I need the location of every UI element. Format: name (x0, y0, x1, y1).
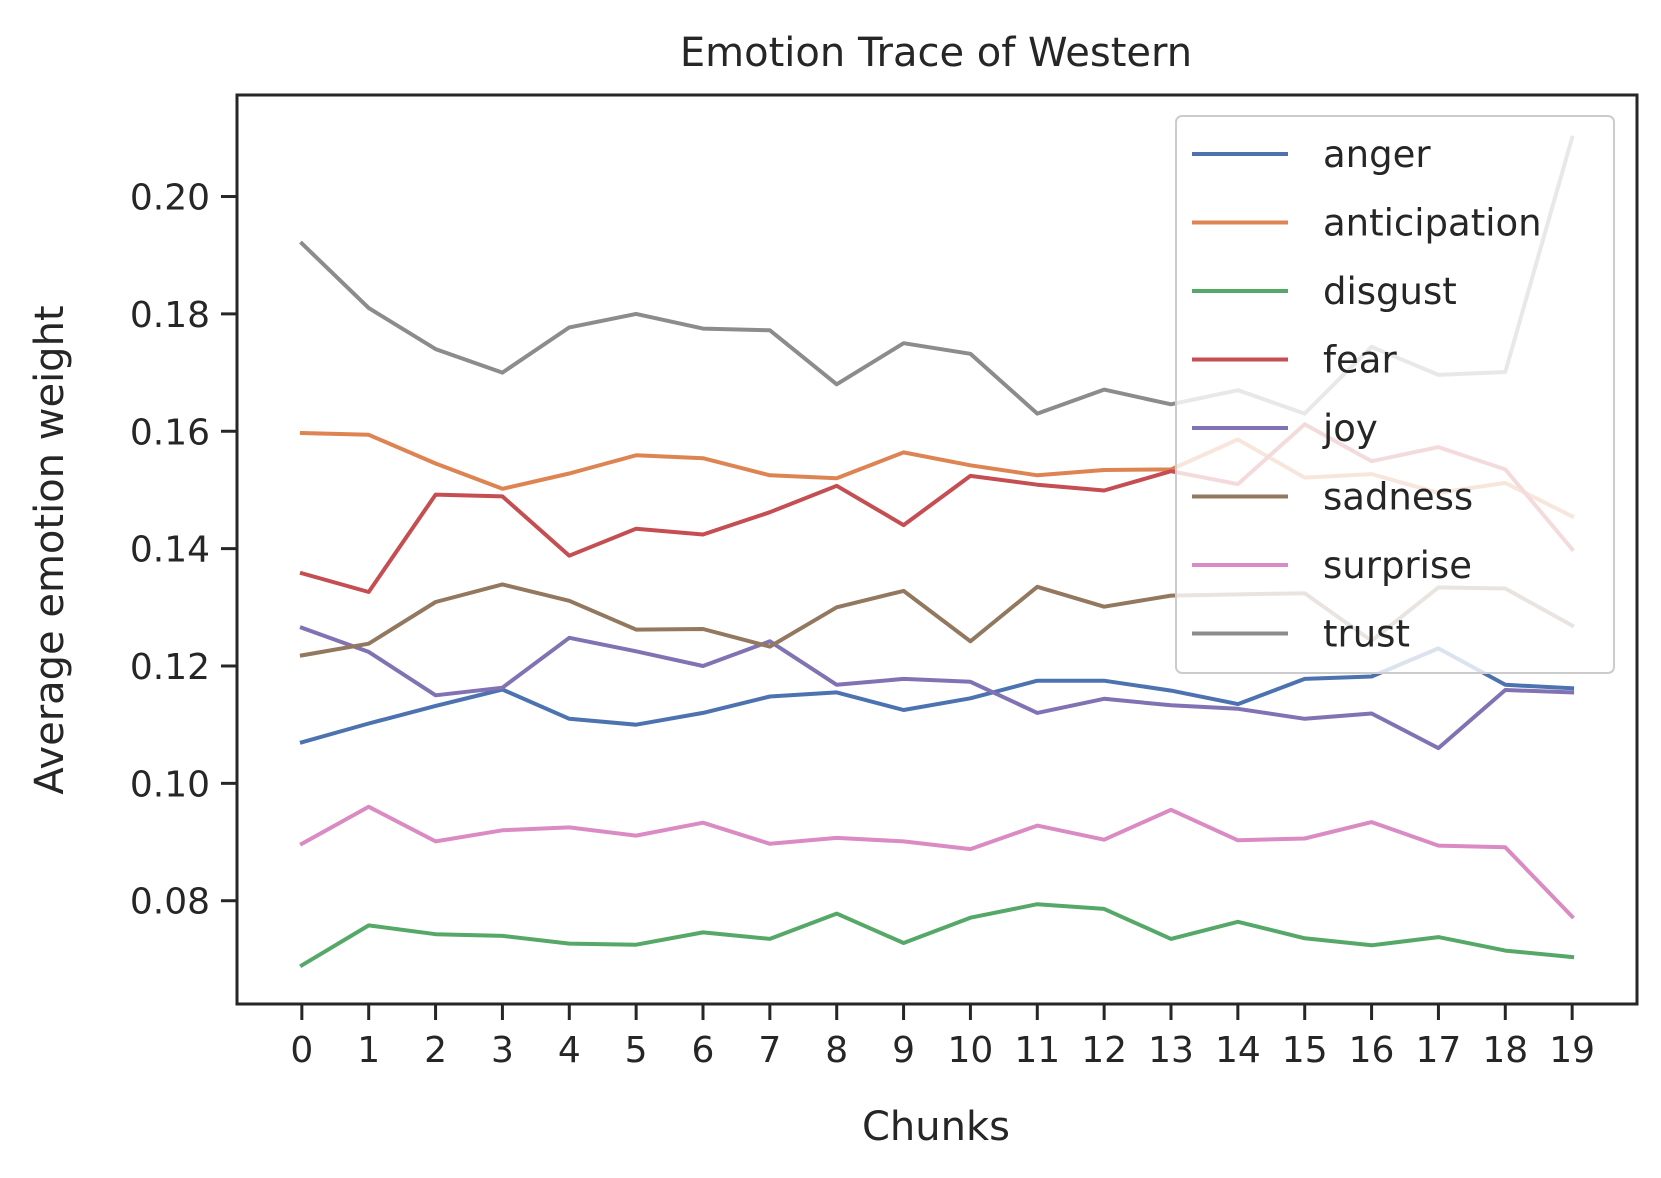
x-tick-label: 18 (1482, 1030, 1528, 1071)
legend: anger anticipation disgust fear joy sadness su… (1175, 115, 1615, 674)
y-tick-label: 0.08 (130, 882, 210, 923)
legend-box (1175, 115, 1615, 674)
x-tick-label: 19 (1549, 1030, 1595, 1071)
x-tick-label: 10 (948, 1030, 994, 1071)
x-tick-label: 11 (1014, 1030, 1060, 1071)
series-line-surprise (299, 804, 1575, 920)
x-tick-label: 7 (758, 1030, 781, 1071)
series-lines (299, 135, 1575, 969)
y-tick-label: 0.16 (130, 412, 210, 453)
y-tick-label: 0.10 (130, 764, 210, 805)
x-axis: 0 1 2 3 4 5 6 7 8 9 10 11 12 13 14 15 16 17 18 19 (290, 1004, 1595, 1071)
x-tick-label: 4 (558, 1030, 581, 1071)
legend-label-disgust: disgust (1323, 270, 1457, 313)
x-tick-label: 1 (357, 1030, 380, 1071)
legend-label-trust: trust (1323, 613, 1410, 656)
x-tick-label: 2 (424, 1030, 447, 1071)
legend-label-fear: fear (1323, 339, 1397, 382)
legend-label-sadness: sadness (1323, 476, 1473, 519)
x-tick-label: 8 (825, 1030, 848, 1071)
series-line-disgust (299, 902, 1575, 969)
y-tick-label: 0.18 (130, 295, 210, 336)
y-tick-label: 0.20 (130, 178, 210, 219)
x-tick-label: 17 (1416, 1030, 1462, 1071)
x-tick-label: 6 (692, 1030, 715, 1071)
legend-label-anger: anger (1323, 133, 1431, 176)
x-axis-title: Chunks (862, 1104, 1010, 1150)
x-tick-label: 12 (1081, 1030, 1127, 1071)
x-tick-label: 5 (625, 1030, 648, 1071)
x-tick-label: 3 (491, 1030, 514, 1071)
y-axis-title: Average emotion weight (27, 305, 73, 794)
x-tick-label: 16 (1349, 1030, 1395, 1071)
series-line-joy (299, 625, 1575, 751)
series-line-anger (299, 646, 1575, 745)
y-tick-label: 0.14 (130, 530, 210, 571)
x-tick-label: 9 (892, 1030, 915, 1071)
legend-label-anticipation: anticipation (1323, 202, 1542, 245)
legend-label-surprise: surprise (1323, 544, 1472, 587)
x-tick-label: 15 (1282, 1030, 1328, 1071)
chart-title: Emotion Trace of Western (680, 30, 1192, 76)
y-tick-label: 0.12 (130, 647, 210, 688)
x-tick-label: 0 (290, 1030, 313, 1071)
x-tick-label: 13 (1148, 1030, 1194, 1071)
y-axis: 0.08 0.10 0.12 0.14 0.16 0.18 0.20 (130, 178, 237, 923)
x-tick-label: 14 (1215, 1030, 1261, 1071)
legend-label-joy: joy (1322, 407, 1378, 450)
